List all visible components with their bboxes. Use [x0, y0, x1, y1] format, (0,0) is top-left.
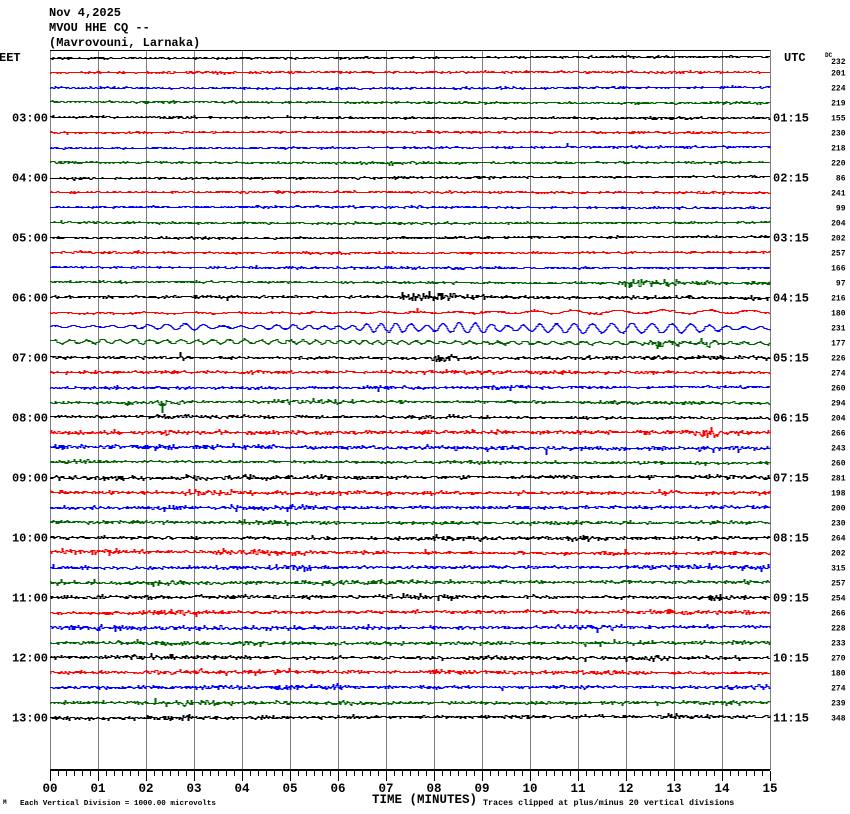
svg-text:04:00: 04:00: [12, 172, 48, 186]
svg-text:97: 97: [836, 280, 846, 289]
svg-text:216: 216: [831, 295, 846, 304]
svg-text:03:15: 03:15: [773, 232, 809, 246]
svg-text:257: 257: [831, 250, 846, 259]
svg-text:166: 166: [831, 265, 846, 274]
svg-text:05:00: 05:00: [12, 232, 48, 246]
svg-text:86: 86: [836, 175, 846, 184]
svg-text:EET: EET: [0, 51, 21, 65]
svg-text:99: 99: [836, 205, 846, 214]
svg-text:204: 204: [831, 220, 846, 229]
svg-text:TIME (MINUTES): TIME (MINUTES): [372, 793, 477, 807]
svg-text:11: 11: [570, 782, 585, 796]
svg-text:11:15: 11:15: [773, 712, 809, 726]
svg-text:233: 233: [831, 640, 846, 649]
svg-text:08:00: 08:00: [12, 412, 48, 426]
svg-text:12:00: 12:00: [12, 652, 48, 666]
svg-text:02: 02: [138, 782, 153, 796]
svg-text:04: 04: [234, 782, 250, 796]
svg-text:228: 228: [831, 625, 846, 634]
svg-text:177: 177: [831, 340, 846, 349]
svg-text:(Mavrovouni, Larnaka): (Mavrovouni, Larnaka): [49, 36, 200, 50]
svg-text:Nov 4,2025: Nov 4,2025: [49, 6, 121, 20]
svg-text:11:00: 11:00: [12, 592, 48, 606]
svg-text:264: 264: [831, 535, 846, 544]
svg-text:06:15: 06:15: [773, 412, 809, 426]
svg-text:266: 266: [831, 430, 846, 439]
svg-text:315: 315: [831, 565, 846, 574]
svg-text:09: 09: [474, 782, 489, 796]
svg-text:10: 10: [522, 782, 537, 796]
svg-text:04:15: 04:15: [773, 292, 809, 306]
svg-text:180: 180: [831, 670, 846, 679]
svg-text:14: 14: [714, 782, 730, 796]
svg-text:00: 00: [42, 782, 57, 796]
svg-text:220: 220: [831, 160, 846, 169]
svg-text:230: 230: [831, 130, 846, 139]
svg-text:257: 257: [831, 580, 846, 589]
svg-text:198: 198: [831, 490, 846, 499]
svg-text:202: 202: [831, 550, 846, 559]
svg-text:09:00: 09:00: [12, 472, 48, 486]
svg-text:10:15: 10:15: [773, 652, 809, 666]
svg-text:230: 230: [831, 520, 846, 529]
svg-text:218: 218: [831, 145, 846, 154]
svg-text:231: 231: [831, 325, 846, 334]
svg-text:UTC: UTC: [784, 51, 806, 65]
svg-text:DC: DC: [825, 52, 833, 59]
svg-text:254: 254: [831, 595, 846, 604]
svg-text:13: 13: [666, 782, 681, 796]
svg-text:232: 232: [831, 58, 846, 67]
svg-text:294: 294: [831, 400, 846, 409]
svg-text:Each Vertical Division = 1000.: Each Vertical Division = 1000.00 microvo…: [20, 800, 216, 808]
svg-text:03: 03: [186, 782, 201, 796]
svg-text:05:15: 05:15: [773, 352, 809, 366]
svg-text:01:15: 01:15: [773, 112, 809, 126]
svg-text:241: 241: [831, 190, 846, 199]
svg-text:06:00: 06:00: [12, 292, 48, 306]
svg-text:Traces clipped at plus/minus 2: Traces clipped at plus/minus 20 vertical…: [483, 798, 734, 808]
svg-text:224: 224: [831, 85, 846, 94]
svg-text:226: 226: [831, 355, 846, 364]
svg-text:260: 260: [831, 460, 846, 469]
svg-text:274: 274: [831, 370, 846, 379]
svg-text:348: 348: [831, 715, 846, 724]
svg-text:05: 05: [282, 782, 297, 796]
svg-text:180: 180: [831, 310, 846, 319]
svg-text:243: 243: [831, 445, 846, 454]
svg-text:07:00: 07:00: [12, 352, 48, 366]
svg-text:07: 07: [378, 782, 393, 796]
svg-text:281: 281: [831, 475, 846, 484]
svg-text:260: 260: [831, 385, 846, 394]
svg-text:06: 06: [330, 782, 345, 796]
svg-text:15: 15: [762, 782, 777, 796]
svg-text:266: 266: [831, 610, 846, 619]
svg-text:08:15: 08:15: [773, 532, 809, 546]
svg-text:M: M: [3, 799, 7, 806]
svg-text:239: 239: [831, 700, 846, 709]
svg-text:13:00: 13:00: [12, 712, 48, 726]
svg-text:200: 200: [831, 505, 846, 514]
svg-text:03:00: 03:00: [12, 112, 48, 126]
svg-text:274: 274: [831, 685, 846, 694]
svg-text:08: 08: [426, 782, 441, 796]
svg-text:MVOU HHE CQ --: MVOU HHE CQ --: [49, 21, 150, 35]
svg-text:09:15: 09:15: [773, 592, 809, 606]
svg-text:10:00: 10:00: [12, 532, 48, 546]
svg-text:07:15: 07:15: [773, 472, 809, 486]
svg-text:270: 270: [831, 655, 846, 664]
svg-text:01: 01: [90, 782, 105, 796]
svg-text:202: 202: [831, 235, 846, 244]
svg-text:219: 219: [831, 100, 846, 109]
svg-text:201: 201: [831, 70, 846, 79]
svg-text:02:15: 02:15: [773, 172, 809, 186]
svg-text:204: 204: [831, 415, 846, 424]
svg-text:12: 12: [618, 782, 633, 796]
svg-text:155: 155: [831, 115, 846, 124]
